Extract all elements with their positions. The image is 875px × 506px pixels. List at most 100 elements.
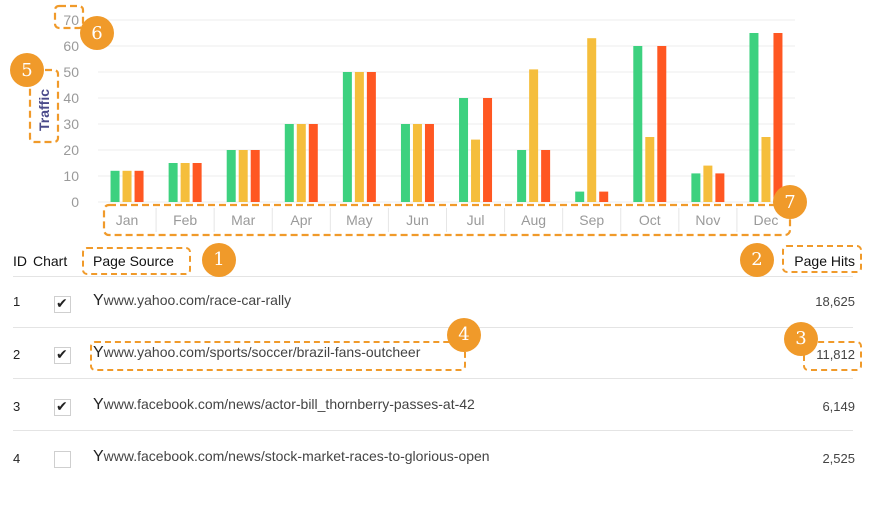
bar-sep-series-1[interactable] xyxy=(575,191,585,202)
page-source-link[interactable]: Ywww.yahoo.com/sports/soccer/brazil-fans… xyxy=(93,344,420,362)
annotation-box-page-hits-value xyxy=(803,341,862,371)
grid-lines xyxy=(98,19,795,203)
y-tick-label: 40 xyxy=(63,90,79,106)
yahoo-icon: Y xyxy=(93,448,104,465)
chart-checkbox[interactable] xyxy=(54,451,71,468)
bar-jul-series-1[interactable] xyxy=(459,98,469,202)
x-tick-label: Jul xyxy=(467,212,485,228)
row-id: 1 xyxy=(13,294,21,309)
bar-oct-series-3[interactable] xyxy=(657,46,667,202)
bar-jan-series-2[interactable] xyxy=(122,170,132,202)
annotation-box-ylabel xyxy=(28,68,60,144)
y-tick-label: 50 xyxy=(63,64,79,80)
bar-dec-series-3[interactable] xyxy=(773,33,783,202)
annotation-box-ytick-max xyxy=(53,4,85,30)
bar-oct-series-1[interactable] xyxy=(633,46,643,202)
bar-jul-series-2[interactable] xyxy=(471,139,481,202)
yahoo-icon: Y xyxy=(93,396,104,413)
bar-apr-series-3[interactable] xyxy=(308,124,318,202)
x-tick-label: Sep xyxy=(579,212,604,228)
row-id: 4 xyxy=(13,451,21,466)
chart-checkbox[interactable] xyxy=(54,295,71,313)
page-hits-value: 6,149 xyxy=(822,399,855,414)
header-page-source[interactable]: Page Source xyxy=(93,253,174,269)
bar-sep-series-3[interactable] xyxy=(599,191,609,202)
header-divider xyxy=(13,276,853,277)
annotation-box-page-hits xyxy=(782,245,862,273)
y-axis-label: Traffic xyxy=(36,89,52,131)
bar-feb-series-1[interactable] xyxy=(168,163,178,202)
bar-mar-series-3[interactable] xyxy=(250,150,260,202)
bar-feb-series-2[interactable] xyxy=(180,163,190,202)
traffic-bar-chart: 0 10 20 30 40 50 60 70 Jan Feb Mar Apr May Jun Jul Aug… xyxy=(10,4,807,237)
page-source-text: www.facebook.com/news/stock-market-races… xyxy=(103,448,490,464)
bar-nov-series-3[interactable] xyxy=(715,173,725,202)
bar-apr-series-1[interactable] xyxy=(284,124,294,202)
bar-nov-series-1[interactable] xyxy=(691,173,701,202)
bar-jul-series-3[interactable] xyxy=(483,98,493,202)
y-tick-label: 20 xyxy=(63,142,79,158)
y-tick-label: 30 xyxy=(63,116,79,132)
bar-apr-series-2[interactable] xyxy=(296,124,306,202)
bar-oct-series-2[interactable] xyxy=(645,137,655,202)
bar-jun-series-2[interactable] xyxy=(412,124,422,202)
page-hits-value: 18,625 xyxy=(815,294,855,309)
page-hits-value: 11,812 xyxy=(816,347,855,362)
y-tick-label: 60 xyxy=(63,38,79,54)
annotation-badge-4: 4 xyxy=(447,318,481,352)
bar-jan-series-3[interactable] xyxy=(134,170,144,202)
annotation-box-page-source xyxy=(82,247,191,275)
page-source-link[interactable]: Ywww.yahoo.com/race-car-rally xyxy=(93,292,291,310)
annotation-badge-1: 1 xyxy=(202,243,236,277)
yahoo-icon: Y xyxy=(93,344,104,361)
row-divider xyxy=(13,327,853,328)
bar-jun-series-3[interactable] xyxy=(424,124,434,202)
x-tick-label: Nov xyxy=(695,212,720,228)
table-row: 1 Ywww.yahoo.com/race-car-rally 18,625 xyxy=(0,276,875,327)
bar-marks xyxy=(110,33,783,203)
bar-sep-series-2[interactable] xyxy=(587,38,597,203)
annotation-badge-2: 2 xyxy=(740,243,774,277)
bar-aug-series-2[interactable] xyxy=(529,69,539,203)
x-tick-labels: Jan Feb Mar Apr May Jun Jul Aug Sep Oct Nov Dec xyxy=(116,208,778,232)
x-tick-label: May xyxy=(346,212,372,228)
x-tick-label: Apr xyxy=(290,212,312,228)
y-tick-labels: 0 10 20 30 40 50 60 70 xyxy=(63,12,79,210)
page-hits-value: 2,525 xyxy=(822,451,855,466)
svg-text:5: 5 xyxy=(21,60,32,81)
y-tick-label: 0 xyxy=(71,194,79,210)
bar-jan-series-1[interactable] xyxy=(110,170,120,202)
chart-checkbox[interactable] xyxy=(54,398,71,416)
bar-mar-series-1[interactable] xyxy=(226,150,236,202)
bar-jun-series-1[interactable] xyxy=(400,124,410,202)
x-tick-label: Oct xyxy=(639,212,661,228)
bar-may-series-2[interactable] xyxy=(354,72,364,202)
bar-dec-series-1[interactable] xyxy=(749,33,759,202)
bar-aug-series-3[interactable] xyxy=(541,150,551,202)
x-tick-label: Mar xyxy=(231,212,255,228)
row-id: 2 xyxy=(13,347,21,362)
header-page-hits[interactable]: Page Hits xyxy=(794,253,855,269)
page-source-link[interactable]: Ywww.facebook.com/news/stock-market-race… xyxy=(93,448,490,466)
page-source-text: www.yahoo.com/sports/soccer/brazil-fans-… xyxy=(103,344,421,360)
header-id: ID xyxy=(13,253,27,269)
bar-dec-series-2[interactable] xyxy=(761,137,771,202)
annotation-box-xticks xyxy=(102,203,792,237)
bar-feb-series-3[interactable] xyxy=(192,163,202,202)
bar-may-series-3[interactable] xyxy=(366,72,376,202)
x-tick-label: Jun xyxy=(406,212,429,228)
x-tick-label: Feb xyxy=(173,212,197,228)
x-tick-label: Jan xyxy=(116,212,139,228)
bar-mar-series-2[interactable] xyxy=(238,150,248,202)
chart-checkbox[interactable] xyxy=(54,346,71,364)
page-source-link[interactable]: Ywww.facebook.com/news/actor-bill_thornb… xyxy=(93,396,475,414)
y-tick-label: 70 xyxy=(63,12,79,28)
table-row: 4 Ywww.facebook.com/news/stock-market-ra… xyxy=(0,430,875,481)
svg-text:7: 7 xyxy=(784,192,795,213)
table-row: 3 Ywww.facebook.com/news/actor-bill_thor… xyxy=(0,378,875,429)
bar-aug-series-1[interactable] xyxy=(517,150,527,202)
svg-text:6: 6 xyxy=(91,23,102,44)
page-source-text: www.facebook.com/news/actor-bill_thornbe… xyxy=(103,396,475,412)
bar-may-series-1[interactable] xyxy=(342,72,352,202)
bar-nov-series-2[interactable] xyxy=(703,165,713,202)
